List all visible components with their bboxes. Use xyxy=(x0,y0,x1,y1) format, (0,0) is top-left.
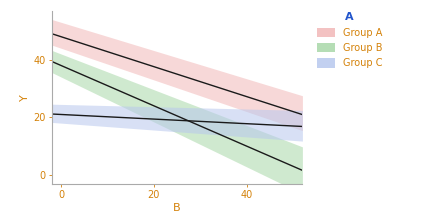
Legend: Group A, Group B, Group C: Group A, Group B, Group C xyxy=(317,12,382,68)
X-axis label: B: B xyxy=(173,203,181,213)
Y-axis label: Y: Y xyxy=(20,94,30,101)
